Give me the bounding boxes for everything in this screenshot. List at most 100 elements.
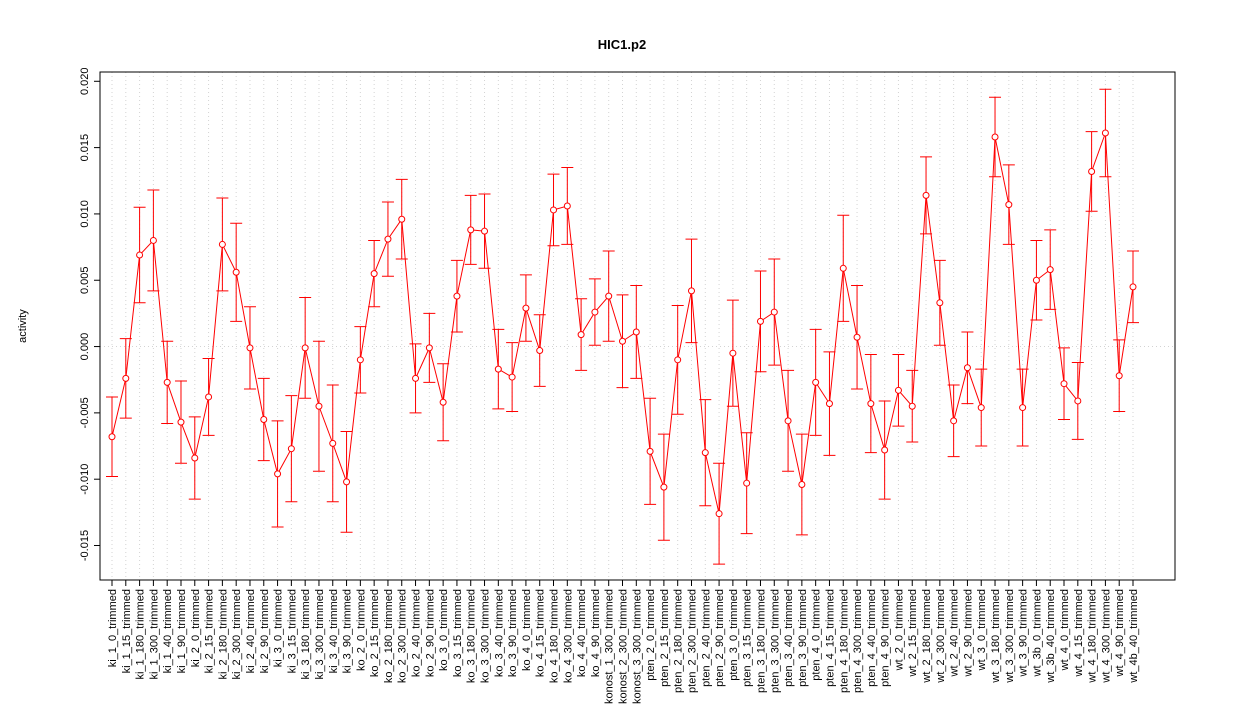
x-tick-label: ki_1_300_trimmed xyxy=(148,589,160,680)
x-tick-label: pten_4_15_trimmed xyxy=(824,589,836,687)
data-point xyxy=(853,333,861,341)
x-tick-label: pten_2_40_trimmed xyxy=(700,589,712,687)
x-tick-label: wt_4_180_trimmed xyxy=(1087,589,1099,684)
y-tick-label: 0.020 xyxy=(79,68,91,96)
data-point xyxy=(867,400,875,408)
x-tick-label: ko_2_90_trimmed xyxy=(424,589,436,677)
x-tick-label: wt_4_15_trimmed xyxy=(1073,589,1085,677)
x-tick-label: ki_2_40_trimmed xyxy=(245,589,257,673)
x-tick-label: ki_2_0_trimmed xyxy=(190,589,202,667)
x-tick-label: wt_2_300_trimmed xyxy=(935,589,947,684)
data-point xyxy=(908,402,916,410)
x-tick-label: ki_1_15_trimmed xyxy=(121,589,133,673)
data-point xyxy=(1074,397,1082,405)
x-tick-label: ko_2_0_trimmed xyxy=(355,589,367,671)
x-tick-label: ko_2_300_trimmed xyxy=(397,589,409,683)
data-point xyxy=(674,356,682,364)
x-tick-label: ko_3_0_trimmed xyxy=(438,589,450,671)
x-tick-label: ko_3_300_trimmed xyxy=(480,589,492,683)
data-point xyxy=(1019,404,1027,412)
data-point xyxy=(812,378,820,386)
x-tick-label: ko_3_40_trimmed xyxy=(493,589,505,677)
x-tick-label: pten_3_15_trimmed xyxy=(742,589,754,687)
data-point xyxy=(701,449,709,457)
x-tick-label: wt_2_40_trimmed xyxy=(949,589,961,677)
x-tick-label: wt_4_90_trimmed xyxy=(1114,589,1126,677)
x-tick-label: pten_3_40_trimmed xyxy=(783,589,795,687)
y-tick-label: -0.015 xyxy=(79,530,91,561)
chart-title: HIC1.p2 xyxy=(598,37,646,52)
y-axis-label: activity xyxy=(17,309,29,343)
data-point xyxy=(536,347,544,355)
x-tick-label: pten_3_90_trimmed xyxy=(797,589,809,687)
data-point xyxy=(315,402,323,410)
data-point xyxy=(508,373,516,381)
data-point xyxy=(467,226,475,234)
x-tick-label: ki_3_0_trimmed xyxy=(273,589,285,667)
data-point xyxy=(591,308,599,316)
x-tick-label: wt_2_180_trimmed xyxy=(921,589,933,684)
x-tick-label: pten_2_300_trimmed xyxy=(686,589,698,693)
data-point xyxy=(384,235,392,243)
y-tick-label: 0.000 xyxy=(79,333,91,361)
data-point xyxy=(743,479,751,487)
x-tick-label: pten_2_180_trimmed xyxy=(673,589,685,693)
data-point xyxy=(646,447,654,455)
x-tick-label: ko_3_180_trimmed xyxy=(466,589,478,683)
data-point xyxy=(453,292,461,300)
x-tick-label: ki_2_90_trimmed xyxy=(259,589,271,673)
y-tick-label: 0.015 xyxy=(79,134,91,162)
x-tick-label: wt_3_300_trimmed xyxy=(1004,589,1016,684)
x-tick-label: wt_2_15_trimmed xyxy=(907,589,919,677)
x-tick-label: wt_2_90_trimmed xyxy=(962,589,974,677)
data-point xyxy=(1101,129,1109,137)
x-tick-label: ko_4_180_trimmed xyxy=(549,589,561,683)
x-tick-label: ki_3_40_trimmed xyxy=(328,589,340,673)
data-point xyxy=(605,292,613,300)
data-point xyxy=(481,227,489,235)
data-point xyxy=(770,308,778,316)
data-point xyxy=(687,287,695,295)
x-tick-label: ko_4_300_trimmed xyxy=(562,589,574,683)
x-tick-label: pten_2_90_trimmed xyxy=(714,589,726,687)
x-tick-label: pten_2_15_trimmed xyxy=(659,589,671,687)
x-tick-label: wt_4_0_trimmed xyxy=(1059,589,1071,671)
data-point xyxy=(274,470,282,478)
x-tick-label: wt_3_0_trimmed xyxy=(976,589,988,671)
x-tick-label: pten_3_300_trimmed xyxy=(769,589,781,693)
x-tick-label: ko_2_15_trimmed xyxy=(369,589,381,677)
data-point xyxy=(632,328,640,336)
x-tick-label: ki_3_90_trimmed xyxy=(342,589,354,673)
x-tick-label: ki_1_0_trimmed xyxy=(107,589,119,667)
data-point xyxy=(936,299,944,307)
x-tick-label: pten_4_300_trimmed xyxy=(852,589,864,693)
data-point xyxy=(356,356,364,364)
data-point xyxy=(301,344,309,352)
x-tick-label: konost_2_300_trimmed xyxy=(618,589,630,704)
data-point xyxy=(191,454,199,462)
data-point xyxy=(205,393,213,401)
data-point xyxy=(1032,276,1040,284)
data-point xyxy=(329,439,337,447)
data-point xyxy=(177,418,185,426)
x-tick-label: ki_3_15_trimmed xyxy=(286,589,298,673)
x-tick-label: ki_3_180_trimmed xyxy=(300,589,312,680)
data-point xyxy=(425,344,433,352)
data-point xyxy=(963,364,971,372)
data-point xyxy=(784,417,792,425)
data-point xyxy=(922,191,930,199)
data-point xyxy=(950,417,958,425)
x-tick-label: ki_1_90_trimmed xyxy=(176,589,188,673)
data-point xyxy=(839,264,847,272)
data-point xyxy=(122,374,130,382)
data-point xyxy=(619,337,626,345)
data-point xyxy=(756,317,764,325)
y-tick-label: -0.005 xyxy=(79,397,91,428)
x-tick-label: ko_4_15_trimmed xyxy=(535,589,547,677)
data-point xyxy=(563,202,571,210)
data-point xyxy=(729,349,737,357)
x-tick-label: pten_4_40_trimmed xyxy=(866,589,878,687)
x-tick-label: wt_3_180_trimmed xyxy=(990,589,1002,684)
x-tick-label: ko_3_90_trimmed xyxy=(507,589,519,677)
